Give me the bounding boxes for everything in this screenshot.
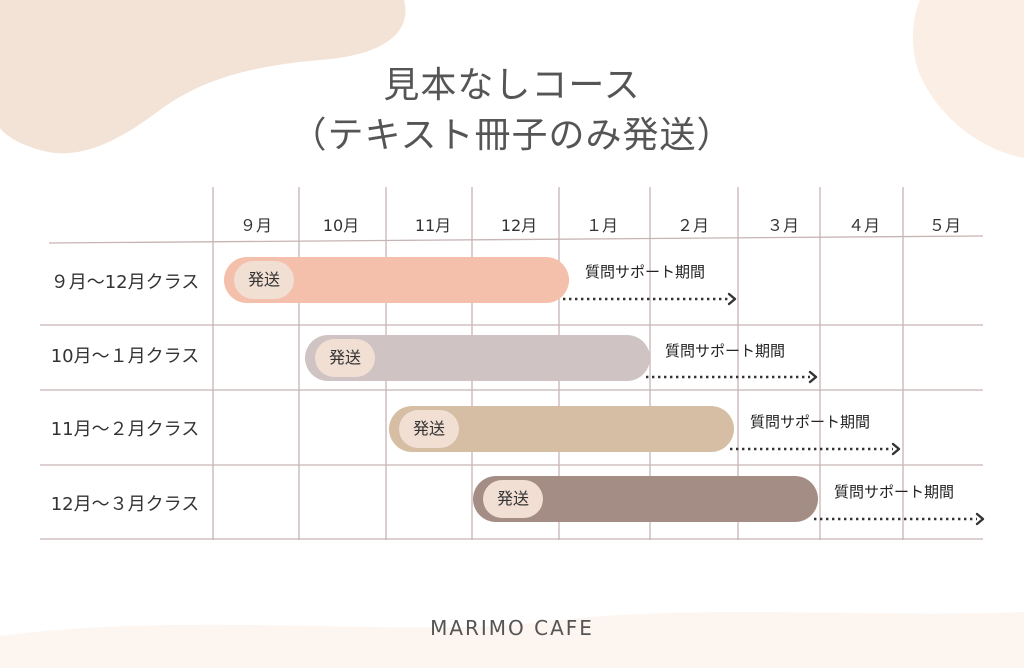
top-left-blob: [0, 0, 406, 154]
class-period-bar: 発送: [305, 335, 650, 381]
arrow-head-icon: [891, 442, 901, 456]
shipping-badge: 発送: [315, 339, 375, 377]
shipping-badge: 発送: [399, 410, 459, 448]
page-title: 見本なしコース: [383, 65, 641, 106]
class-period-bar: 発送: [224, 257, 569, 303]
arrow-head-icon: [808, 370, 818, 384]
month-header: ５月: [928, 216, 961, 235]
row-label: 12月〜３月クラス: [50, 494, 200, 515]
shipping-badge: 発送: [234, 261, 294, 299]
shipping-badge: 発送: [483, 480, 543, 518]
month-header: ３月: [766, 216, 799, 235]
page-subtitle: （テキスト冊子のみ発送）: [290, 115, 734, 156]
row-label: 10月〜１月クラス: [50, 346, 200, 367]
month-header: 10月: [322, 216, 360, 235]
support-period-label: 質問サポート期間: [665, 342, 786, 360]
row-label: 11月〜２月クラス: [50, 419, 200, 440]
class-period-bar: 発送: [389, 406, 734, 452]
month-header: ９月: [239, 216, 272, 235]
support-period-label: 質問サポート期間: [585, 263, 706, 281]
row-label: ９月〜12月クラス: [50, 272, 200, 293]
class-period-bar: 発送: [473, 476, 818, 522]
brand-footer: MARIMO CAFE: [430, 616, 594, 640]
grid-hline: [48, 235, 984, 244]
arrow-head-icon: [727, 292, 737, 306]
month-header: １月: [585, 216, 618, 235]
support-period-label: 質問サポート期間: [834, 483, 955, 501]
month-header: 12月: [500, 216, 538, 235]
month-header: ４月: [847, 216, 880, 235]
month-header: ２月: [676, 216, 709, 235]
arrow-head-icon: [975, 512, 985, 526]
month-header: 11月: [414, 216, 452, 235]
support-period-label: 質問サポート期間: [750, 413, 871, 431]
bottom-blob: [0, 612, 1024, 668]
top-right-blob: [912, 0, 1024, 158]
